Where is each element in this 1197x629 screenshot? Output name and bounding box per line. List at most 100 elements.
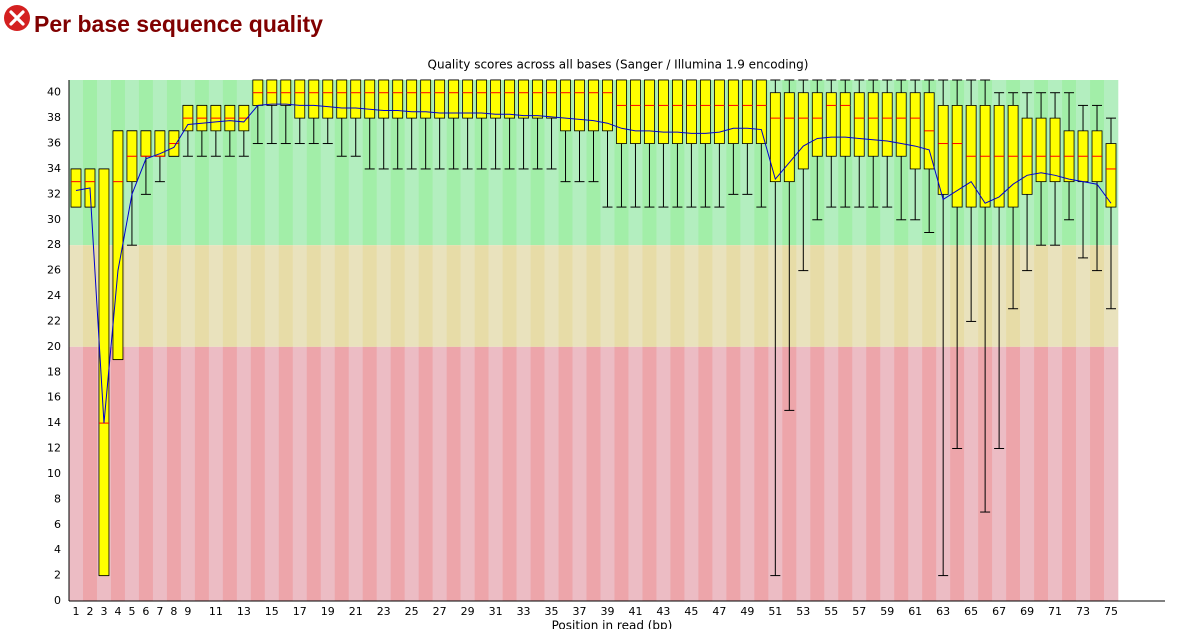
quality-zone [460, 346, 475, 601]
quality-zone [404, 245, 419, 347]
quality-zone [264, 80, 280, 246]
quality-zone [1104, 346, 1119, 601]
box [378, 79, 390, 119]
quality-zone [474, 346, 489, 601]
box [490, 79, 501, 119]
quality-zone [306, 245, 322, 347]
x-tick-label: 47 [712, 605, 726, 618]
y-tick-label: 28 [47, 238, 61, 251]
quality-zone [754, 245, 769, 347]
quality-zone [530, 346, 545, 601]
quality-zone [334, 346, 350, 601]
quality-zone [866, 346, 881, 601]
x-tick-label: 65 [964, 605, 978, 618]
quality-zone [180, 346, 196, 601]
quality-zone [488, 346, 503, 601]
y-tick-label: 30 [47, 213, 61, 226]
box [476, 79, 488, 119]
y-tick-label: 40 [47, 86, 61, 99]
quality-zone [376, 245, 391, 347]
quality-zone [194, 245, 210, 347]
quality-zone [992, 346, 1007, 601]
quality-zone [1076, 245, 1091, 347]
x-tick-label: 25 [405, 605, 419, 618]
quality-zone [138, 346, 154, 601]
quality-zone [852, 346, 867, 601]
y-tick-label: 10 [47, 467, 61, 480]
x-tick-label: 1 [72, 605, 79, 618]
quality-zone [726, 245, 741, 347]
box [616, 79, 627, 144]
box [811, 92, 823, 157]
quality-zone [306, 80, 322, 246]
quality-zone [530, 245, 545, 347]
quality-zone [1006, 346, 1021, 601]
quality-zone [264, 245, 280, 347]
x-tick-label: 11 [209, 605, 223, 618]
quality-zone [628, 346, 643, 601]
box [867, 92, 879, 157]
mean-line [75, 103, 1112, 424]
box [797, 92, 809, 170]
quality-zone [488, 245, 503, 347]
quality-zone [292, 245, 308, 347]
x-tick-label: 61 [908, 605, 922, 618]
quality-zone [152, 245, 168, 347]
x-tick-label: 2 [86, 605, 93, 618]
quality-zone [922, 245, 937, 347]
quality-zone [236, 80, 252, 246]
x-tick-label: 51 [768, 605, 782, 618]
quality-zone [614, 346, 629, 601]
quality-zone [712, 346, 727, 601]
quality-zone [124, 245, 140, 347]
quality-zone [460, 245, 475, 347]
box [532, 79, 543, 119]
box [308, 79, 320, 119]
y-tick-label: 2 [54, 569, 61, 582]
x-tick-label: 39 [600, 605, 614, 618]
box [630, 79, 641, 144]
quality-zone [1034, 346, 1049, 601]
quality-zone [698, 346, 713, 601]
x-tick-label: 67 [992, 605, 1006, 618]
box [294, 79, 306, 119]
x-tick-label: 75 [1104, 605, 1118, 618]
quality-zone [838, 346, 853, 601]
box [755, 79, 767, 144]
quality-zone [502, 346, 517, 601]
x-tick-label: 7 [156, 605, 163, 618]
x-tick-label: 33 [517, 605, 531, 618]
quality-zone [404, 346, 419, 601]
quality-zone [824, 245, 839, 347]
y-tick-label: 0 [54, 594, 61, 607]
x-tick-label: 63 [936, 605, 950, 618]
section-title: Per base sequence quality [34, 11, 323, 37]
quality-zone [110, 346, 126, 601]
quality-zone [69, 346, 84, 601]
x-tick-label: 31 [489, 605, 503, 618]
quality-zone [390, 346, 405, 601]
box [140, 130, 152, 157]
quality-zone [166, 346, 182, 601]
box [713, 79, 725, 144]
box [504, 79, 515, 119]
quality-zone [558, 245, 573, 347]
quality-zone [194, 80, 210, 246]
x-tick-label: 45 [684, 605, 698, 618]
box [1049, 117, 1061, 183]
box [895, 92, 907, 157]
box [909, 92, 921, 170]
box [1105, 143, 1117, 208]
x-tick-label: 8 [170, 605, 177, 618]
quality-zone [166, 80, 182, 246]
quality-zone [698, 245, 713, 347]
quality-zone [432, 346, 447, 601]
quality-zone [180, 80, 196, 246]
y-tick-label: 24 [47, 289, 61, 302]
y-tick-label: 22 [47, 314, 61, 327]
quality-zone [250, 80, 266, 246]
y-tick-label: 26 [47, 264, 61, 277]
y-tick-label: 38 [47, 111, 61, 124]
quality-zone [908, 346, 923, 601]
x-tick-label: 43 [656, 605, 670, 618]
